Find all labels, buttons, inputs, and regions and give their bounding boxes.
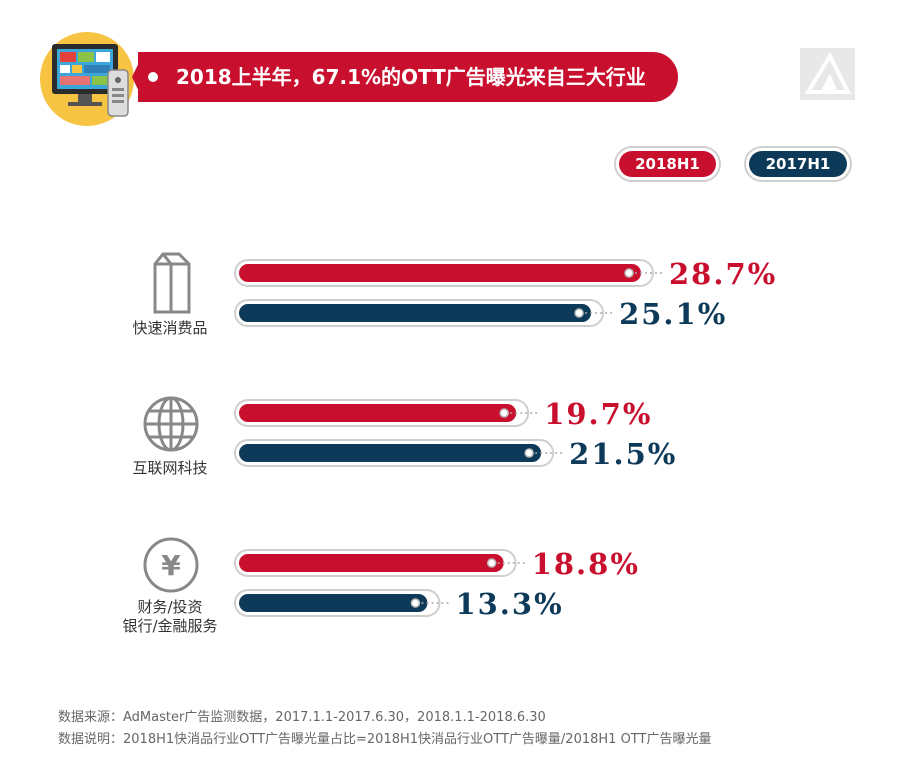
globe-icon [143, 396, 199, 452]
brand-logo [800, 48, 855, 100]
value-label-internet-tech-2018h1: 19.7% [544, 397, 652, 431]
legend-item-2018h1: 2018H1 [614, 146, 721, 182]
category-label-finance-line2: 银行/金融服务 [122, 617, 218, 635]
category-label-internet-tech: 互联网科技 [132, 459, 208, 477]
footnote-description: 数据说明：2018H1快消品行业OTT广告曝光量占比=2018H1快消品行业OT… [58, 732, 712, 747]
value-label-finance-2017h1: 13.3% [455, 587, 563, 621]
bar-internet-tech-2018h1 [234, 399, 541, 427]
svg-text:¥: ¥ [161, 549, 181, 582]
legend-item-2017h1: 2017H1 [744, 146, 852, 182]
footnote-source: 数据来源：AdMaster广告监测数据，2017.1.1-2017.6.30，2… [58, 710, 546, 725]
triangle-logo-icon [804, 51, 852, 94]
bar-finance-2018h1 [234, 549, 528, 577]
bar-finance-2017h1 [234, 589, 452, 617]
tv-icon [52, 44, 129, 117]
category-label-fmcg: 快速消费品 [132, 319, 208, 337]
value-label-fmcg-2017h1: 25.1% [619, 297, 727, 331]
yen-icon: ¥ [143, 537, 199, 593]
tv-illustration-circle [40, 32, 134, 126]
bar-internet-tech-2017h1 [234, 439, 566, 467]
value-label-internet-tech-2017h1: 21.5% [569, 437, 677, 471]
category-label-finance-line1: 财务/投资 [137, 598, 203, 616]
legend-label-2018h1: 2018H1 [619, 151, 716, 177]
value-label-finance-2018h1: 18.8% [532, 547, 640, 581]
value-label-fmcg-2018h1: 28.7% [669, 257, 777, 291]
milk-carton-icon [153, 252, 191, 314]
bar-fmcg-2018h1 [234, 259, 665, 287]
header-banner [138, 52, 678, 102]
bar-fmcg-2017h1 [234, 299, 616, 327]
legend-label-2017h1: 2017H1 [749, 151, 847, 177]
page-title: 2018上半年，67.1%的OTT广告曝光来自三大行业 [176, 65, 646, 89]
header-bullet [148, 72, 158, 82]
